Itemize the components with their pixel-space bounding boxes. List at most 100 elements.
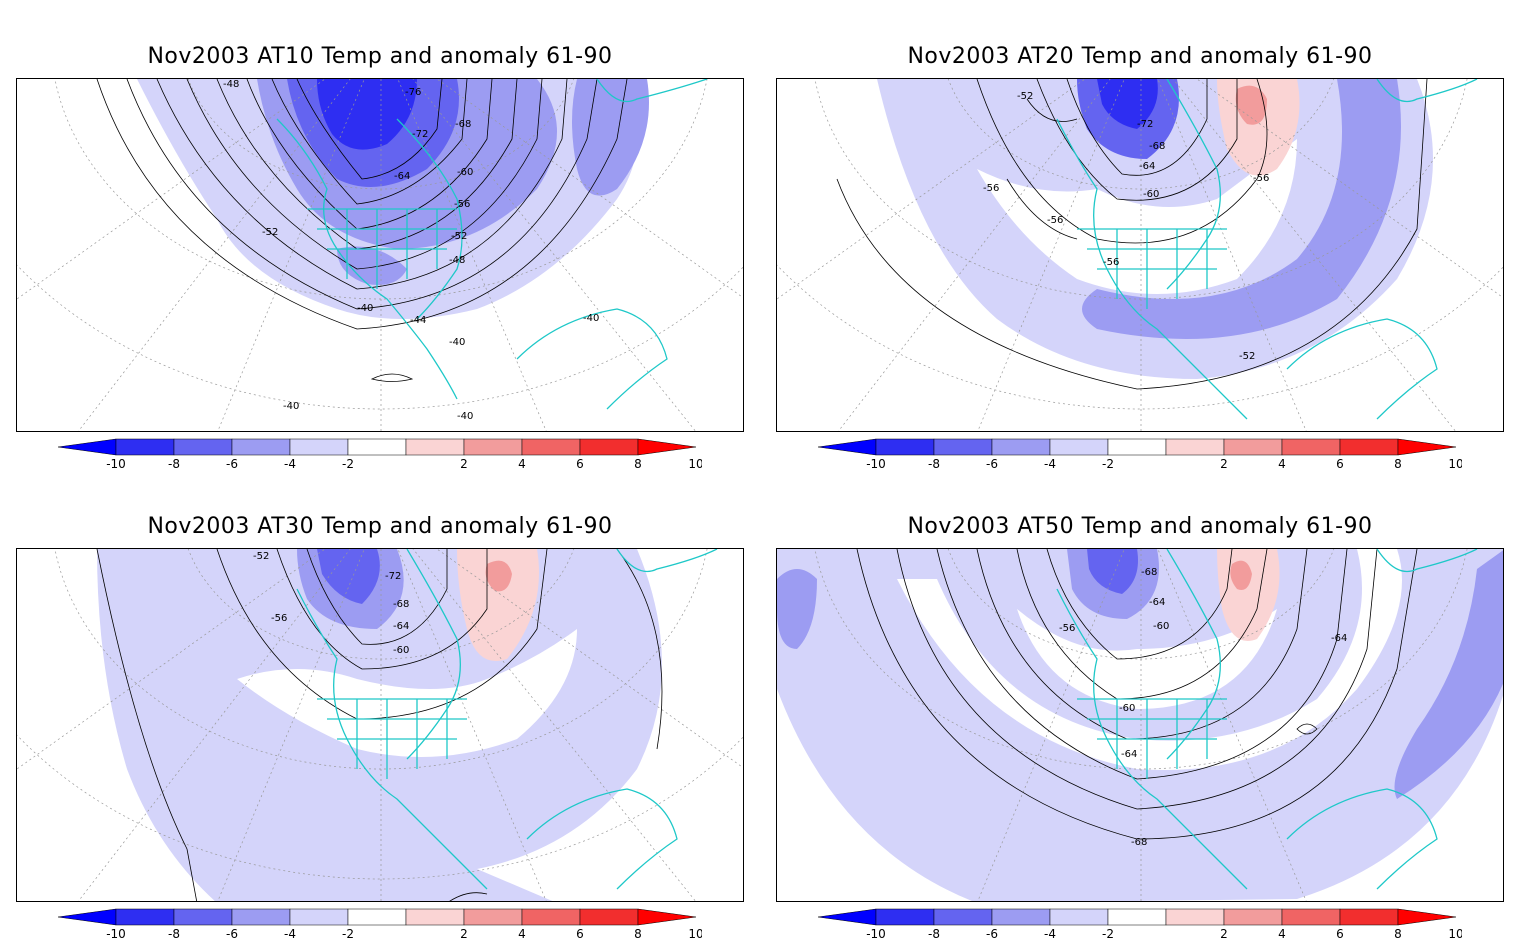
- colorbar-segment: [933, 438, 993, 456]
- graticule: [814, 549, 1468, 901]
- colorbar-segment: [1165, 438, 1225, 456]
- colorbar-segment: [115, 908, 175, 926]
- colorbar-segment: [991, 438, 1051, 456]
- colorbar-tick-label: 2: [1220, 927, 1228, 940]
- contour-label: -56: [1103, 257, 1119, 268]
- contour-label: -72: [1137, 119, 1153, 130]
- panel-at20: Nov2003 AT20 Temp and anomaly 61-90: [760, 0, 1520, 471]
- panel-at10: Nov2003 AT10 Temp and anomaly 61-90: [0, 0, 760, 471]
- colorbar-segment: [579, 908, 639, 926]
- coastline: [276, 79, 708, 410]
- colorbar-segment: [1049, 438, 1109, 456]
- colorbar-tick-label: -4: [1044, 457, 1056, 470]
- colorbar-arrow-right: [1397, 908, 1457, 926]
- colorbar-tick-label: 8: [1394, 927, 1402, 940]
- colorbar-tick-label: -4: [1044, 927, 1056, 940]
- colorbar-arrow-right: [637, 908, 697, 926]
- colorbar-segment: [521, 438, 581, 456]
- colorbar-segment: [875, 438, 935, 456]
- colorbar-segment: [933, 908, 993, 926]
- colorbar-tick-label: -8: [928, 927, 940, 940]
- colorbar-tick-label: -6: [986, 457, 998, 470]
- colorbar-tick-label: 2: [1220, 457, 1228, 470]
- coastline: [296, 549, 718, 890]
- contour-label: -60: [457, 167, 473, 178]
- anomaly-shade-6-north: [317, 549, 380, 604]
- contour-label: -68: [455, 119, 471, 130]
- contour-label: -40: [583, 313, 599, 324]
- map-svg: -48 -76 -72 -68 -64 -60 -56 -52 -52 -48 …: [17, 79, 743, 431]
- colorbar-tick-label: -4: [284, 927, 296, 940]
- graticule: [17, 79, 743, 431]
- contour-label: -44: [410, 315, 426, 326]
- contour-label: -76: [405, 87, 421, 98]
- contour-label: -64: [1121, 749, 1137, 760]
- colorbar-tick-label: 6: [1336, 927, 1344, 940]
- colorbar-tick-label: 8: [634, 457, 642, 470]
- graticule: [17, 549, 743, 901]
- colorbar-svg: -10 -8 -6 -4 -2 2 4 6 8 10: [817, 908, 1464, 941]
- anomaly-shade-4-west: [777, 569, 817, 649]
- anomaly-shade-6-north: [1097, 79, 1158, 129]
- colorbar-segment: [289, 438, 349, 456]
- colorbar-tick-label: -10: [106, 927, 126, 940]
- colorbar-segment: [991, 908, 1051, 926]
- colorbar-svg: -10 -8 -6 -4 -2 2 4 6 8 10: [57, 438, 704, 471]
- colorbar: -10 -8 -6 -4 -2 2 4 6 8 10: [817, 438, 1464, 471]
- colorbar-tick-label: 2: [460, 457, 468, 470]
- contour-label: -40: [357, 303, 373, 314]
- anomaly-shade-4-east: [1394, 550, 1503, 799]
- temperature-contours: [856, 549, 1418, 840]
- temperature-contours: [836, 79, 1428, 390]
- contour-label: -48: [223, 79, 239, 90]
- map-svg: -52 -72 -68 -56 -64 -60: [17, 549, 743, 901]
- anomaly-shade-4-band: [1082, 79, 1401, 339]
- colorbar-svg: -10 -8 -6 -4 -2 2 4 6 8 10: [817, 438, 1464, 471]
- colorbar-segment: [1049, 908, 1109, 926]
- colorbar-tick-label: -6: [986, 927, 998, 940]
- anomaly-shade-pos4: [485, 560, 512, 592]
- colorbar-tick-label: -2: [342, 457, 354, 470]
- colorbar-segment: [115, 438, 175, 456]
- colorbar-tick-label: 4: [518, 457, 526, 470]
- contour-label: -60: [1153, 621, 1169, 632]
- colorbar-tick-label: 10: [688, 927, 702, 940]
- colorbar: -10 -8 -6 -4 -2 2 4 6 8 10: [817, 908, 1464, 941]
- colorbar-segment: [1107, 908, 1167, 926]
- colorbar-tick-label: -2: [1102, 457, 1114, 470]
- colorbar-segment: [347, 908, 407, 926]
- anomaly-shade-gulf: [337, 246, 407, 285]
- colorbar-tick-label: -8: [928, 457, 940, 470]
- colorbar-segment: [1281, 908, 1341, 926]
- colorbar-segment: [463, 908, 523, 926]
- colorbar-segment: [1281, 438, 1341, 456]
- colorbar-tick-label: 6: [576, 457, 584, 470]
- colorbar-tick-label: 6: [1336, 457, 1344, 470]
- anomaly-shade-pos4: [1235, 85, 1267, 125]
- colorbar-arrow-left: [817, 438, 877, 456]
- colorbar-segment: [405, 908, 465, 926]
- contour-label: -64: [1139, 161, 1155, 172]
- panel-title: Nov2003 AT30 Temp and anomaly 61-90: [147, 514, 613, 539]
- contour-label: -56: [1253, 173, 1269, 184]
- colorbar-arrow-right: [1397, 438, 1457, 456]
- contour-label: -52: [1017, 91, 1033, 102]
- colorbar-svg: -10 -8 -6 -4 -2 2 4 6 8 10: [57, 908, 704, 941]
- colorbar-tick-label: -10: [866, 927, 886, 940]
- map-at50: -68 -64 -56 -60 -64 -60 -64 -68: [776, 548, 1504, 902]
- contour-label: -52: [253, 551, 269, 562]
- contour-label: -56: [1059, 623, 1075, 634]
- colorbar-segment: [347, 438, 407, 456]
- contour-label: -64: [393, 621, 409, 632]
- contour-label: -60: [1143, 189, 1159, 200]
- map-at20: -52 -72 -68 -64 -60 -56 -56 -56 -56 -52: [776, 78, 1504, 432]
- contour-label: -56: [271, 613, 287, 624]
- contour-label: -64: [1331, 633, 1347, 644]
- panel-at30: Nov2003 AT30 Temp and anomaly 61-90: [0, 470, 760, 941]
- coastline: [1056, 549, 1478, 890]
- contour-label: -52: [1239, 351, 1255, 362]
- colorbar-tick-label: -8: [168, 457, 180, 470]
- colorbar-tick-label: 4: [518, 927, 526, 940]
- contour-label: -68: [1131, 837, 1147, 848]
- panel-title: Nov2003 AT20 Temp and anomaly 61-90: [907, 44, 1373, 69]
